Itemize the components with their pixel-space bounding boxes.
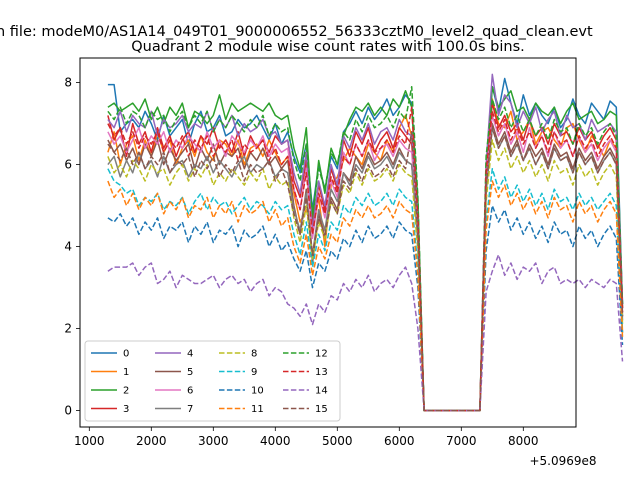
legend-label-2: 2 [123, 386, 129, 397]
series-line-13 [107, 106, 624, 412]
plot-area [79, 57, 577, 428]
legend-label-9: 9 [251, 367, 257, 378]
y-axis: 0 2 4 6 8 [64, 76, 80, 418]
x-tick-label: 3000 [198, 434, 229, 448]
x-axis-offset-label: +5.0969e8 [529, 454, 596, 468]
series-line-7 [107, 126, 624, 412]
x-tick-label: 4000 [260, 434, 291, 448]
series-line-1 [107, 98, 624, 412]
legend-label-1: 1 [123, 367, 129, 378]
x-tick-label: 7000 [446, 434, 477, 448]
y-tick-label: 4 [64, 240, 72, 254]
series-line-2 [107, 85, 624, 412]
legend-label-8: 8 [251, 349, 257, 360]
series-line-10 [107, 204, 624, 412]
legend-label-15: 15 [315, 404, 328, 415]
y-tick-label: 8 [64, 76, 72, 90]
series-line-4 [107, 73, 624, 412]
y-tick-label: 2 [64, 322, 72, 336]
x-tick-label: 6000 [384, 434, 415, 448]
plot-lines [107, 73, 624, 412]
x-tick-label: 2000 [136, 434, 167, 448]
legend-label-11: 11 [251, 404, 264, 415]
figure-suptitle: n file: modeM0/AS1A14_049T01_9000006552_… [0, 24, 593, 40]
y-tick-label: 0 [64, 404, 72, 418]
series-line-15 [107, 126, 624, 412]
chart-title: Quadrant 2 module wise count rates with … [131, 39, 525, 55]
series-line-11 [107, 180, 624, 412]
x-tick-label: 5000 [322, 434, 353, 448]
x-axis: 1000 2000 3000 4000 5000 6000 7000 8000 [74, 427, 539, 448]
series-line-5 [107, 122, 624, 412]
series-line-9 [107, 167, 624, 412]
legend-label-3: 3 [123, 404, 129, 415]
legend-box [84, 340, 341, 422]
legend-label-12: 12 [315, 349, 328, 360]
legend-label-4: 4 [187, 349, 193, 360]
legend-label-0: 0 [123, 349, 129, 360]
y-tick-label: 6 [64, 158, 72, 172]
series-line-14 [107, 254, 624, 412]
legend-label-7: 7 [187, 404, 193, 415]
series-line-12 [107, 85, 624, 412]
series-line-8 [107, 139, 624, 412]
legend-label-5: 5 [187, 367, 193, 378]
legend-label-13: 13 [315, 367, 328, 378]
x-tick-label: 8000 [508, 434, 539, 448]
legend-label-14: 14 [315, 386, 328, 397]
legend-label-10: 10 [251, 386, 264, 397]
legend-label-6: 6 [187, 386, 193, 397]
x-tick-label: 1000 [74, 434, 105, 448]
